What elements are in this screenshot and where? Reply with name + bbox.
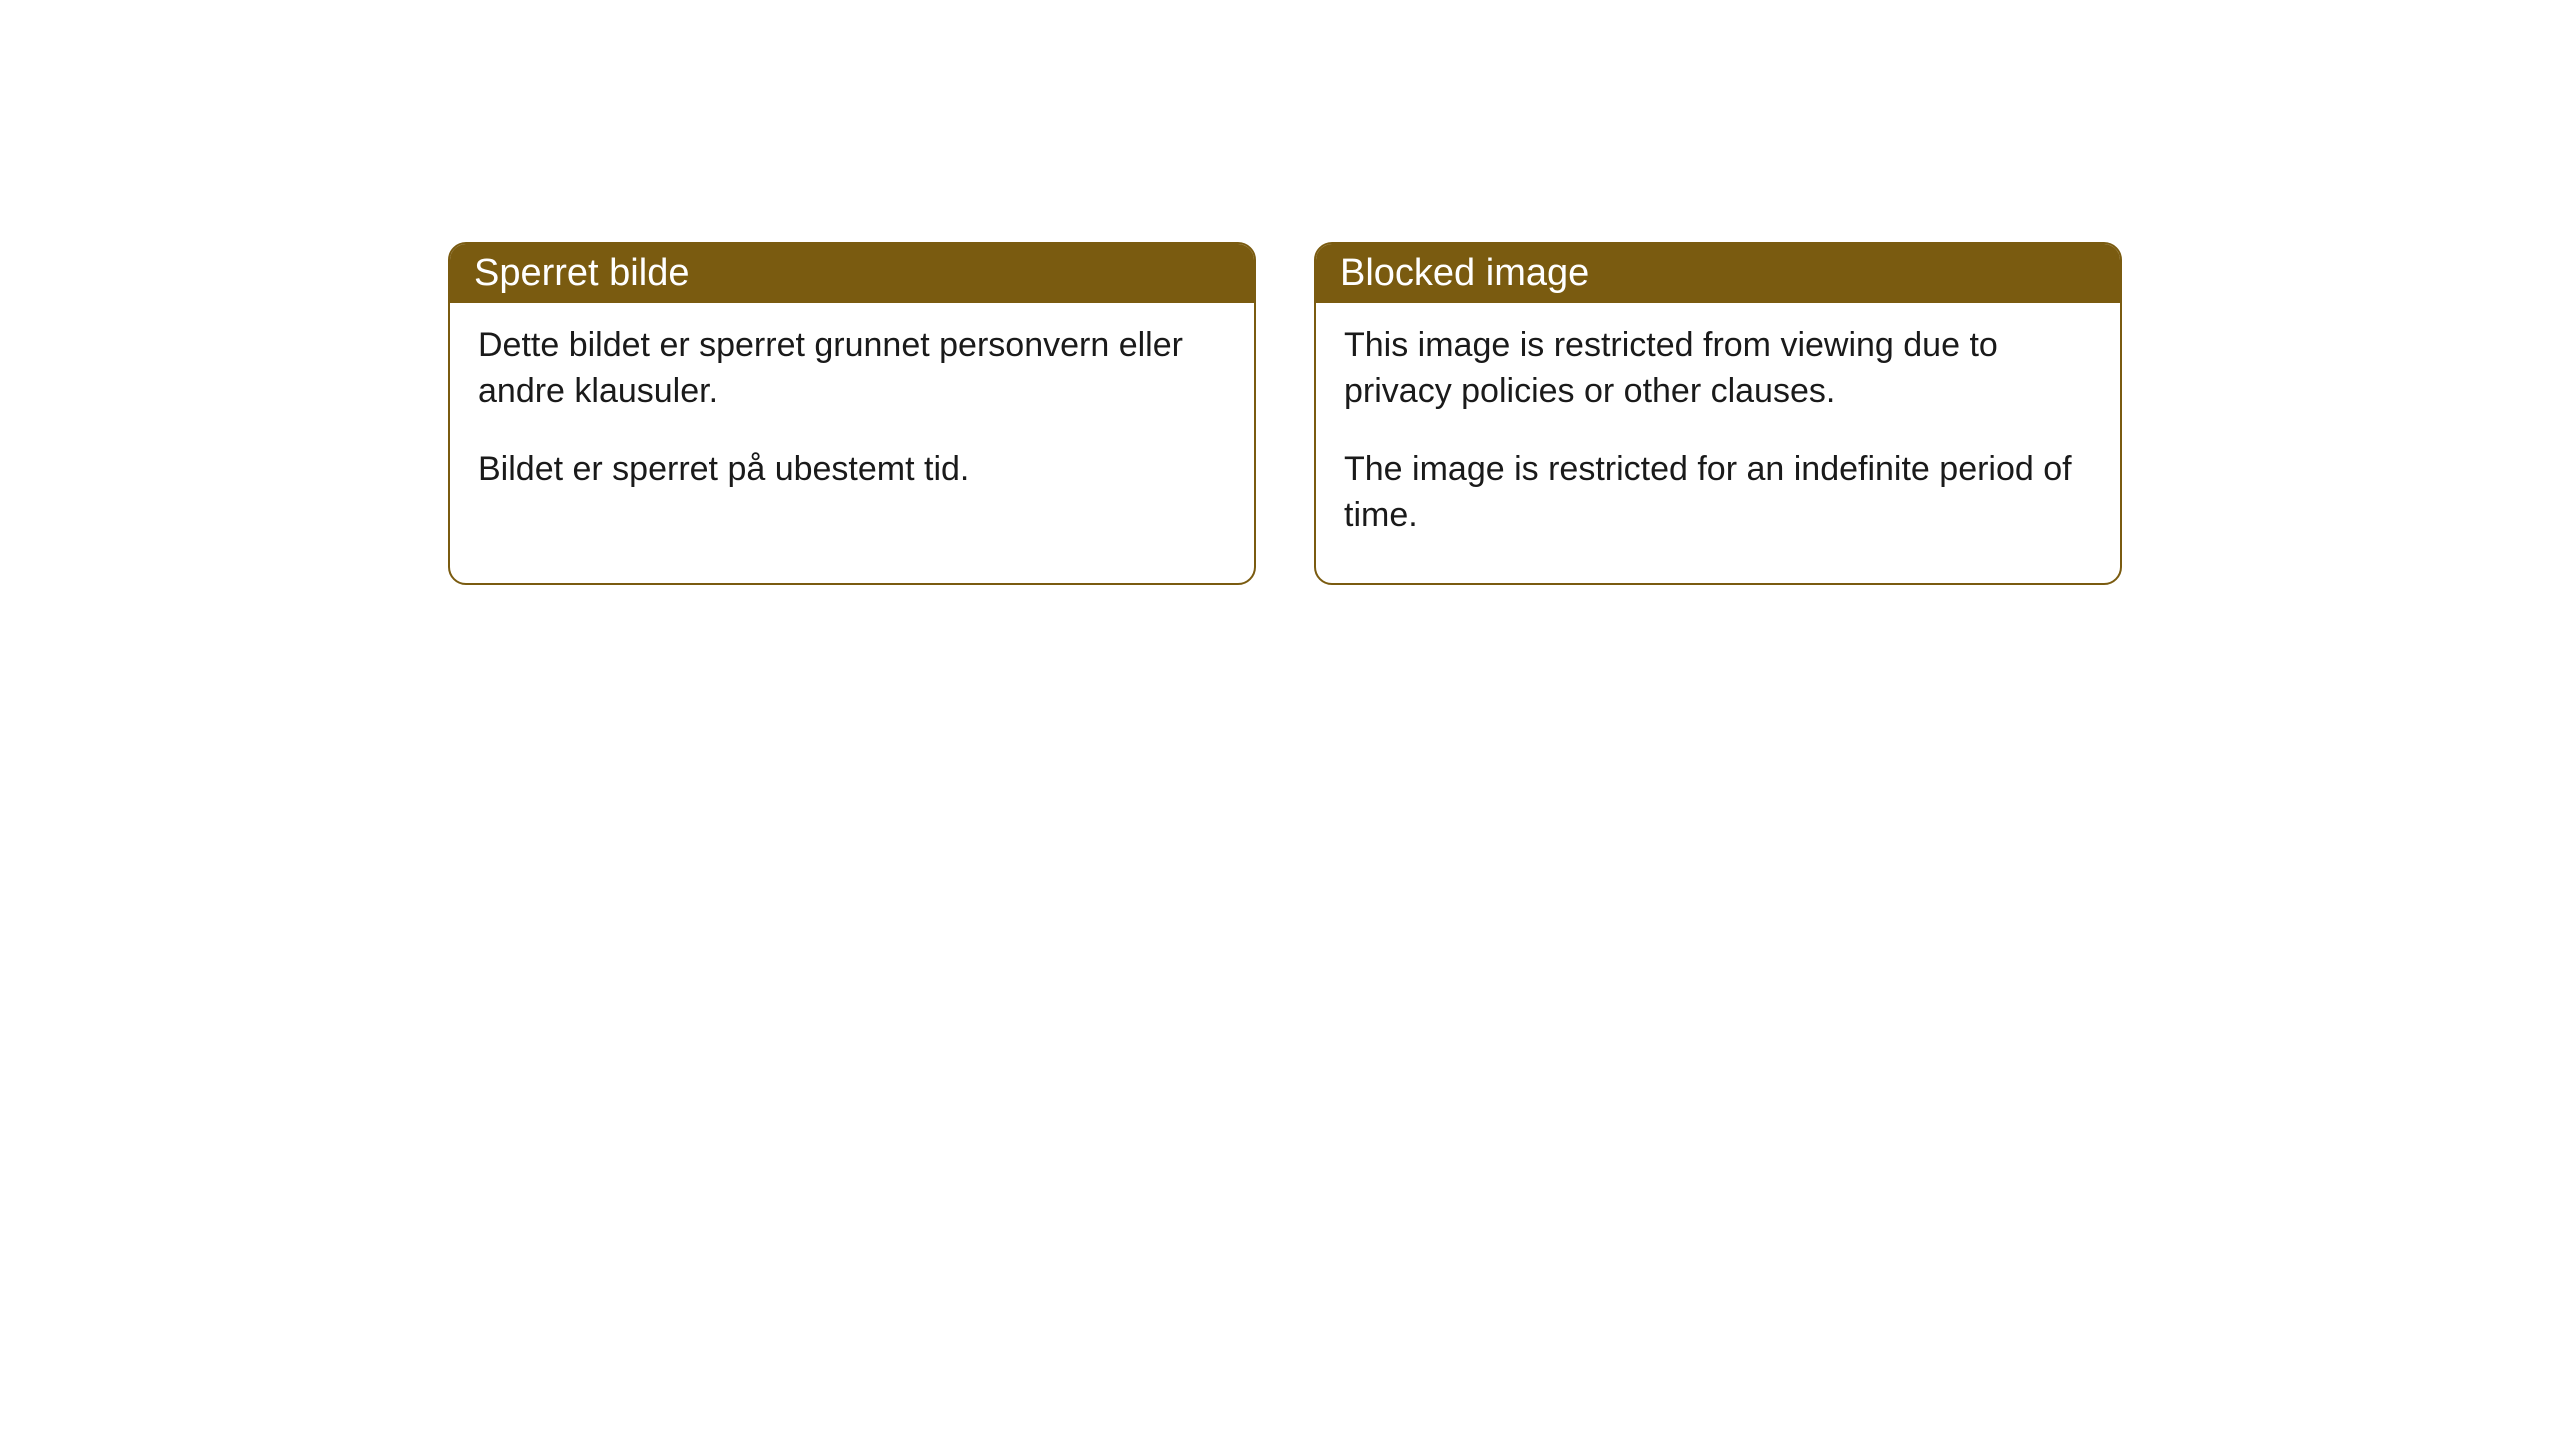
notice-body: This image is restricted from viewing du… — [1316, 303, 2120, 583]
notice-text-1: Dette bildet er sperret grunnet personve… — [478, 323, 1226, 415]
notice-card-norwegian: Sperret bilde Dette bildet er sperret gr… — [448, 242, 1256, 585]
notice-container: Sperret bilde Dette bildet er sperret gr… — [0, 0, 2560, 585]
notice-card-english: Blocked image This image is restricted f… — [1314, 242, 2122, 585]
notice-body: Dette bildet er sperret grunnet personve… — [450, 303, 1254, 537]
notice-text-2: Bildet er sperret på ubestemt tid. — [478, 447, 1226, 493]
notice-text-2: The image is restricted for an indefinit… — [1344, 447, 2092, 539]
notice-header: Blocked image — [1316, 244, 2120, 303]
notice-text-1: This image is restricted from viewing du… — [1344, 323, 2092, 415]
notice-header: Sperret bilde — [450, 244, 1254, 303]
